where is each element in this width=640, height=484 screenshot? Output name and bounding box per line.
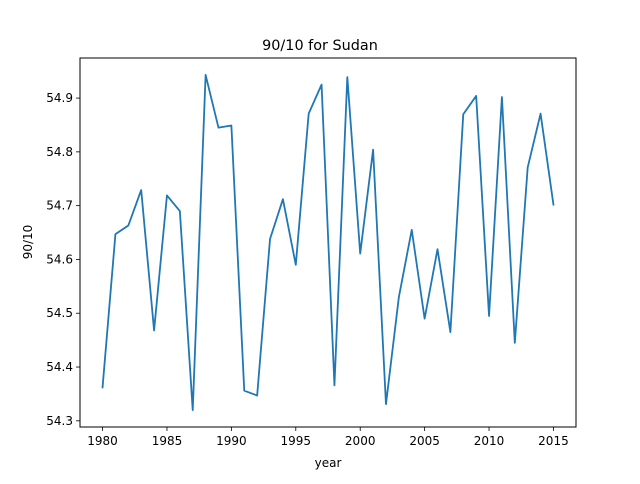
x-tick-label: 2015 bbox=[538, 434, 569, 448]
x-tick-label: 2005 bbox=[409, 434, 440, 448]
axes-frame bbox=[79, 57, 577, 428]
y-tick-label: 54.5 bbox=[46, 306, 73, 320]
x-tick-label: 1995 bbox=[281, 434, 312, 448]
y-tick-label: 54.8 bbox=[46, 145, 73, 159]
x-tick-label: 1980 bbox=[87, 434, 118, 448]
x-axis-ticks: 1980 1985 1990 1995 2000 2005 2010 2015 bbox=[87, 427, 569, 448]
x-axis-label: year bbox=[315, 456, 342, 470]
y-tick-label: 54.9 bbox=[46, 91, 73, 105]
y-axis-label: 90/10 bbox=[21, 225, 35, 260]
y-tick-label: 54.3 bbox=[46, 414, 73, 428]
series-line bbox=[101, 74, 555, 411]
y-tick-label: 54.4 bbox=[46, 360, 73, 374]
y-tick-label: 54.7 bbox=[46, 199, 73, 213]
chart-title: 90/10 for Sudan bbox=[262, 38, 378, 54]
y-axis-ticks: 54.3 54.4 54.5 54.6 54.7 54.8 54.9 bbox=[46, 91, 80, 428]
x-tick-label: 1985 bbox=[152, 434, 183, 448]
x-tick-label: 1990 bbox=[216, 434, 247, 448]
y-tick-label: 54.6 bbox=[46, 252, 73, 266]
x-tick-label: 2010 bbox=[474, 434, 505, 448]
x-tick-label: 2000 bbox=[345, 434, 376, 448]
